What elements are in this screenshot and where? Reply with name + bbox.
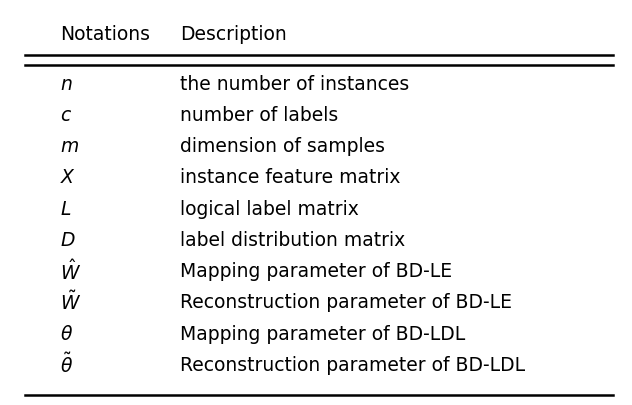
Text: $\hat{W}$: $\hat{W}$ [60,258,81,283]
Text: $D$: $D$ [60,230,76,249]
Text: Reconstruction parameter of BD-LDL: Reconstruction parameter of BD-LDL [180,355,525,374]
Text: Mapping parameter of BD-LDL: Mapping parameter of BD-LDL [180,324,465,343]
Text: Mapping parameter of BD-LE: Mapping parameter of BD-LE [180,262,453,280]
Text: instance feature matrix: instance feature matrix [180,168,401,187]
Text: $c$: $c$ [60,106,72,124]
Text: $\theta$: $\theta$ [60,324,73,343]
Text: $X$: $X$ [60,168,76,187]
Text: $L$: $L$ [60,199,71,218]
Text: Reconstruction parameter of BD-LE: Reconstruction parameter of BD-LE [180,293,512,311]
Text: $\tilde{W}$: $\tilde{W}$ [60,291,81,313]
Text: label distribution matrix: label distribution matrix [180,230,405,249]
Text: $m$: $m$ [60,137,79,156]
Text: Description: Description [180,25,287,44]
Text: dimension of samples: dimension of samples [180,137,385,156]
Text: logical label matrix: logical label matrix [180,199,359,218]
Text: $\tilde{\theta}$: $\tilde{\theta}$ [60,352,73,377]
Text: number of labels: number of labels [180,106,338,124]
Text: Notations: Notations [60,25,150,44]
Text: $n$: $n$ [60,75,73,93]
Text: the number of instances: the number of instances [180,75,410,93]
